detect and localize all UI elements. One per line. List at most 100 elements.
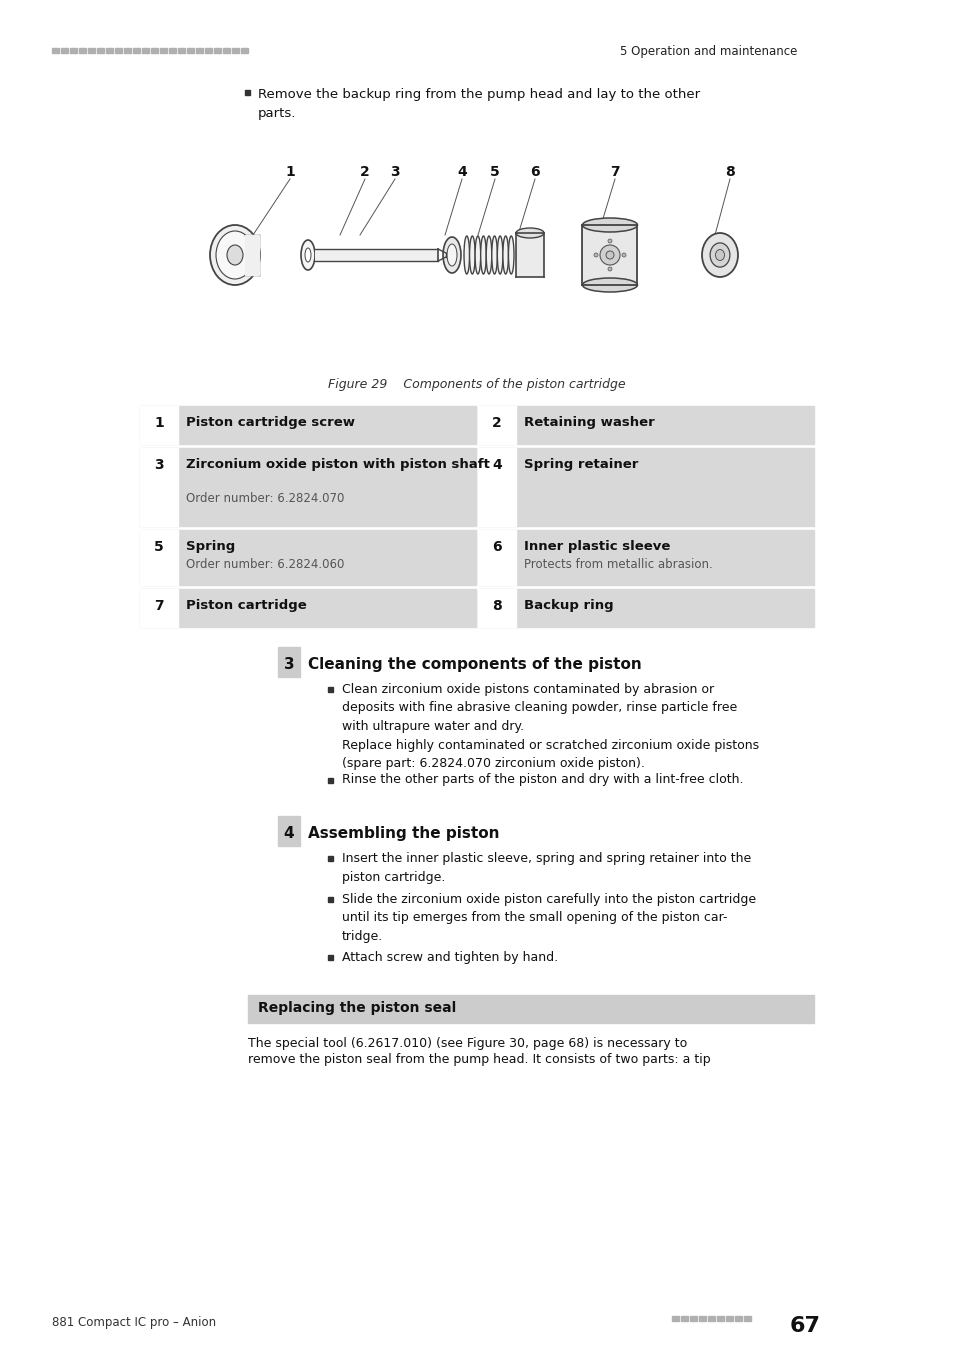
- Bar: [140, 589, 178, 626]
- Bar: [52, 49, 59, 53]
- Bar: [106, 49, 112, 53]
- Ellipse shape: [215, 231, 253, 279]
- Text: Order number: 6.2824.060: Order number: 6.2824.060: [186, 558, 344, 571]
- Text: Piston cartridge screw: Piston cartridge screw: [186, 416, 355, 429]
- Bar: [195, 49, 203, 53]
- Bar: [132, 49, 140, 53]
- Bar: [328, 778, 333, 783]
- Bar: [142, 49, 149, 53]
- Text: 1: 1: [285, 165, 294, 180]
- Text: Remove the backup ring from the pump head and lay to the other: Remove the backup ring from the pump hea…: [257, 88, 700, 101]
- Text: 6: 6: [492, 540, 501, 553]
- Ellipse shape: [447, 244, 456, 266]
- Ellipse shape: [475, 236, 480, 274]
- Bar: [477, 448, 813, 526]
- Bar: [477, 406, 516, 444]
- Text: Slide the zirconium oxide piston carefully into the piston cartridge
until its t: Slide the zirconium oxide piston careful…: [341, 892, 756, 944]
- Bar: [140, 589, 476, 626]
- Bar: [477, 406, 813, 444]
- Text: Retaining washer: Retaining washer: [523, 416, 654, 429]
- Bar: [79, 49, 86, 53]
- Text: 881 Compact IC pro – Anion: 881 Compact IC pro – Anion: [52, 1316, 216, 1328]
- Bar: [97, 49, 104, 53]
- Text: 8: 8: [492, 599, 501, 613]
- Text: 67: 67: [789, 1316, 821, 1336]
- Text: 5 Operation and maintenance: 5 Operation and maintenance: [619, 45, 797, 58]
- Bar: [160, 49, 167, 53]
- Ellipse shape: [516, 228, 543, 238]
- Bar: [213, 49, 221, 53]
- Bar: [178, 49, 185, 53]
- Bar: [582, 225, 637, 285]
- Text: Backup ring: Backup ring: [523, 599, 613, 612]
- Text: 3: 3: [283, 657, 294, 672]
- Text: Spring: Spring: [186, 540, 235, 553]
- Bar: [314, 248, 437, 261]
- Ellipse shape: [709, 243, 729, 267]
- Bar: [115, 49, 122, 53]
- Bar: [699, 1316, 705, 1322]
- Ellipse shape: [210, 225, 260, 285]
- Bar: [725, 1316, 732, 1322]
- Text: Spring retainer: Spring retainer: [523, 458, 638, 471]
- Bar: [477, 531, 813, 585]
- Bar: [671, 1316, 679, 1322]
- Bar: [140, 531, 178, 585]
- Bar: [734, 1316, 741, 1322]
- Bar: [328, 687, 333, 693]
- Text: Replacing the piston seal: Replacing the piston seal: [257, 1000, 456, 1015]
- Text: 3: 3: [390, 165, 399, 180]
- Bar: [70, 49, 77, 53]
- Ellipse shape: [715, 250, 723, 261]
- Bar: [277, 647, 299, 676]
- Ellipse shape: [607, 239, 612, 243]
- Text: Figure 29    Components of the piston cartridge: Figure 29 Components of the piston cartr…: [328, 378, 625, 392]
- Bar: [743, 1316, 750, 1322]
- Bar: [245, 90, 250, 94]
- Bar: [169, 49, 175, 53]
- Text: Clean zirconium oxide pistons contaminated by abrasion or
deposits with fine abr: Clean zirconium oxide pistons contaminat…: [341, 683, 759, 770]
- Text: 2: 2: [492, 416, 501, 431]
- Bar: [241, 49, 248, 53]
- Text: 4: 4: [492, 458, 501, 472]
- Text: 2: 2: [359, 165, 370, 180]
- Text: Insert the inner plastic sleeve, spring and spring retainer into the
piston cart: Insert the inner plastic sleeve, spring …: [341, 852, 750, 883]
- Bar: [187, 49, 193, 53]
- Bar: [477, 531, 516, 585]
- Text: 5: 5: [490, 165, 499, 180]
- Text: Attach screw and tighten by hand.: Attach screw and tighten by hand.: [341, 950, 558, 964]
- Ellipse shape: [301, 240, 314, 270]
- Text: remove the piston seal from the pump head. It consists of two parts: a tip: remove the piston seal from the pump hea…: [248, 1053, 710, 1066]
- Bar: [88, 49, 95, 53]
- Bar: [516, 234, 543, 277]
- Bar: [277, 815, 299, 846]
- Ellipse shape: [305, 248, 311, 262]
- Text: Assembling the piston: Assembling the piston: [308, 826, 499, 841]
- Text: Protects from metallic abrasion.: Protects from metallic abrasion.: [523, 558, 712, 571]
- Bar: [245, 235, 258, 275]
- Bar: [151, 49, 158, 53]
- Ellipse shape: [497, 236, 502, 274]
- Text: Inner plastic sleeve: Inner plastic sleeve: [523, 540, 670, 553]
- Bar: [61, 49, 68, 53]
- Text: Zirconium oxide piston with piston shaft: Zirconium oxide piston with piston shaft: [186, 458, 489, 471]
- Text: 7: 7: [610, 165, 619, 180]
- Bar: [140, 448, 178, 526]
- Ellipse shape: [442, 238, 460, 273]
- Ellipse shape: [480, 236, 486, 274]
- Bar: [477, 589, 516, 626]
- Ellipse shape: [621, 252, 625, 256]
- Ellipse shape: [701, 234, 738, 277]
- Text: 1: 1: [154, 416, 164, 431]
- Text: 5: 5: [154, 540, 164, 553]
- Ellipse shape: [227, 244, 243, 265]
- Ellipse shape: [508, 236, 514, 274]
- Bar: [232, 49, 239, 53]
- Ellipse shape: [491, 236, 497, 274]
- Bar: [140, 531, 476, 585]
- Text: 4: 4: [456, 165, 466, 180]
- Ellipse shape: [607, 267, 612, 271]
- Bar: [124, 49, 131, 53]
- Bar: [140, 406, 476, 444]
- Text: parts.: parts.: [257, 107, 296, 120]
